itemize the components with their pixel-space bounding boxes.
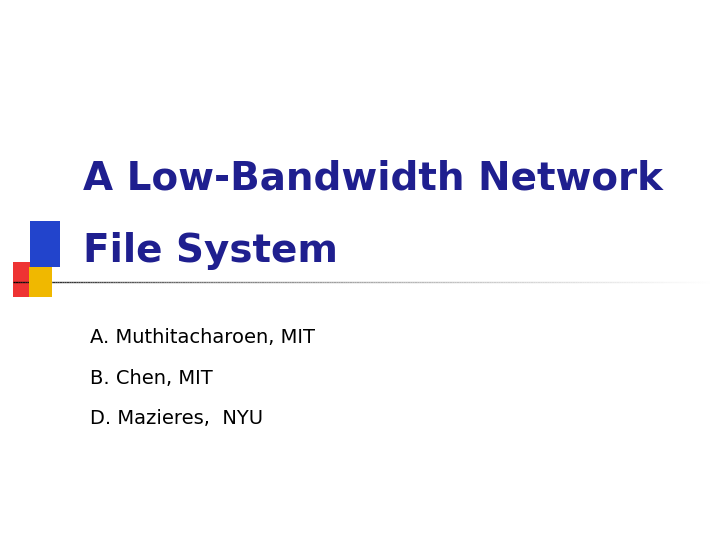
- Text: A. Muthitacharoen, MIT: A. Muthitacharoen, MIT: [90, 328, 315, 347]
- Bar: [29, 267, 52, 297]
- Text: B. Chen, MIT: B. Chen, MIT: [90, 368, 212, 388]
- Bar: [13, 262, 40, 297]
- Text: File System: File System: [83, 232, 338, 270]
- Bar: [30, 221, 60, 267]
- Text: A Low-Bandwidth Network: A Low-Bandwidth Network: [83, 159, 662, 197]
- Text: D. Mazieres,  NYU: D. Mazieres, NYU: [90, 409, 263, 428]
